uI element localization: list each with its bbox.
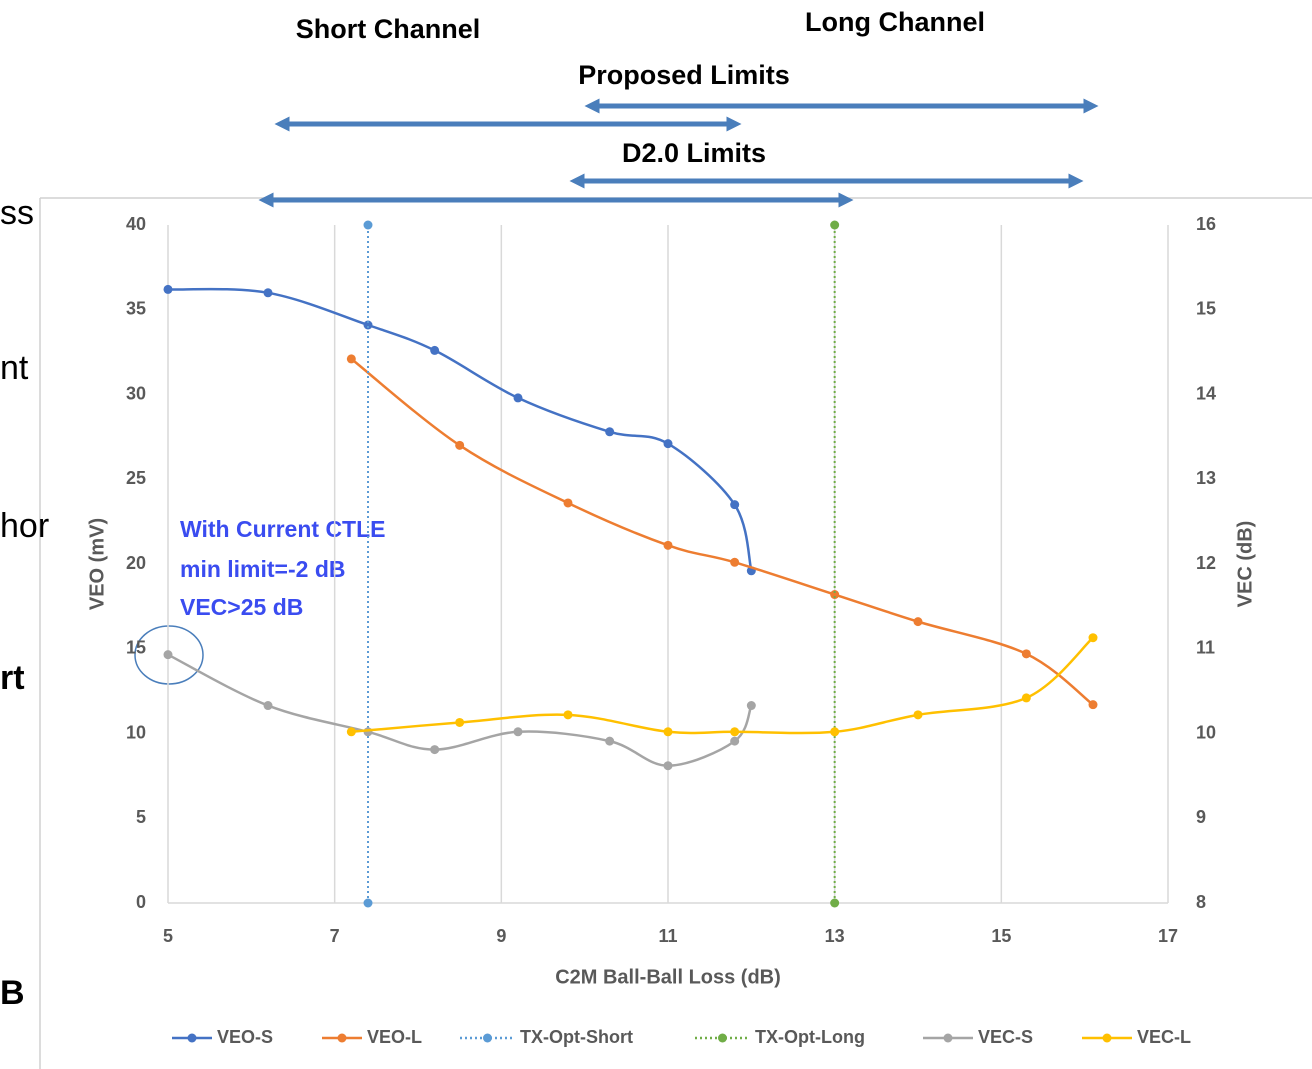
- data-point: [605, 736, 615, 746]
- y-tick-label: 35: [126, 299, 146, 319]
- data-point: [605, 427, 615, 437]
- data-point: [163, 650, 173, 660]
- data-point: [563, 710, 573, 720]
- data-point: [830, 727, 840, 737]
- y-axis-label: VEO (mV): [86, 518, 108, 610]
- data-point: [663, 761, 673, 771]
- data-point: [730, 500, 740, 510]
- data-point: [663, 439, 673, 449]
- y2-tick-label: 9: [1196, 807, 1206, 827]
- series-line: [167, 287, 753, 572]
- data-point: [513, 727, 523, 737]
- data-point: [263, 288, 273, 298]
- y2-tick-label: 10: [1196, 722, 1216, 742]
- legend-marker: [187, 1033, 197, 1043]
- data-point: [1021, 649, 1031, 659]
- data-point: [913, 617, 923, 627]
- y2-tick-label: 13: [1196, 468, 1216, 488]
- series-line: [350, 357, 1094, 706]
- bg-text: B: [0, 974, 25, 1012]
- x-tick-label: 9: [496, 926, 506, 946]
- y-tick-label: 25: [126, 468, 146, 488]
- annotation: With Current CTLE: [180, 516, 386, 542]
- y-tick-label: 10: [126, 722, 146, 742]
- data-point: [730, 557, 740, 567]
- y2-tick-label: 8: [1196, 892, 1206, 912]
- y-tick-label: 15: [126, 638, 146, 658]
- data-point: [1088, 633, 1098, 643]
- legend-label: VEO-S: [217, 1027, 273, 1047]
- legend-label: VEC-L: [1137, 1027, 1191, 1047]
- y-tick-label: 5: [136, 807, 146, 827]
- data-point: [830, 220, 840, 230]
- data-point: [730, 736, 740, 746]
- legend-marker: [718, 1033, 727, 1043]
- bg-text: nt: [0, 349, 29, 387]
- y-tick-label: 40: [126, 214, 146, 234]
- y2-tick-label: 14: [1196, 383, 1216, 403]
- data-point: [455, 717, 465, 727]
- data-point: [430, 345, 440, 355]
- y-tick-label: 0: [136, 892, 146, 912]
- legend-label: VEC-S: [978, 1027, 1033, 1047]
- data-point: [1088, 700, 1098, 710]
- y-tick-label: 30: [126, 383, 146, 403]
- annotation: VEC>25 dB: [180, 594, 303, 620]
- legend-label: TX-Opt-Long: [755, 1027, 865, 1047]
- data-point: [513, 393, 523, 403]
- data-point: [363, 898, 373, 908]
- y2-tick-label: 12: [1196, 553, 1216, 573]
- data-point: [430, 745, 440, 755]
- legend-marker: [1102, 1033, 1112, 1043]
- data-point: [346, 354, 356, 364]
- x-tick-label: 13: [825, 926, 845, 946]
- y2-tick-label: 16: [1196, 214, 1216, 234]
- legend-label: TX-Opt-Short: [520, 1027, 633, 1047]
- data-point: [163, 284, 173, 294]
- x-tick-label: 11: [658, 926, 677, 946]
- annotation: min limit=-2 dB: [180, 556, 346, 582]
- y2-tick-label: 15: [1196, 299, 1216, 319]
- y2-tick-label: 11: [1196, 638, 1215, 658]
- data-point: [455, 440, 465, 450]
- bg-text: rt: [0, 659, 25, 697]
- highlight-circle: [134, 625, 204, 685]
- data-point: [746, 701, 756, 711]
- bg-text: ss: [0, 194, 34, 232]
- data-point: [563, 498, 573, 508]
- annotation: D2.0 Limits: [622, 138, 766, 168]
- data-point: [730, 727, 740, 737]
- data-point: [263, 701, 273, 711]
- legend-label: VEO-L: [367, 1027, 422, 1047]
- data-point: [363, 320, 373, 330]
- annotation: Short Channel: [296, 14, 481, 44]
- data-point: [363, 220, 373, 230]
- legend-marker: [483, 1033, 492, 1043]
- data-point: [913, 710, 923, 720]
- x-tick-label: 15: [991, 926, 1011, 946]
- x-tick-label: 7: [330, 926, 340, 946]
- data-point: [830, 898, 840, 908]
- annotation: Long Channel: [805, 7, 985, 37]
- x-axis-label: C2M Ball-Ball Loss (dB): [555, 966, 781, 988]
- series-line: [351, 636, 1094, 735]
- data-point: [346, 727, 356, 737]
- bg-text: hor: [0, 507, 49, 545]
- annotation: Proposed Limits: [578, 60, 790, 90]
- data-point: [663, 727, 673, 737]
- y-tick-label: 20: [126, 553, 146, 573]
- data-point: [663, 540, 673, 550]
- x-tick-label: 5: [163, 926, 173, 946]
- series-line: [167, 653, 753, 767]
- y2-axis-label: VEC (dB): [1234, 521, 1256, 608]
- legend-marker: [337, 1033, 347, 1043]
- legend-marker: [943, 1033, 953, 1043]
- data-point: [1021, 693, 1031, 703]
- data-point: [830, 590, 840, 600]
- x-tick-label: 17: [1158, 926, 1178, 946]
